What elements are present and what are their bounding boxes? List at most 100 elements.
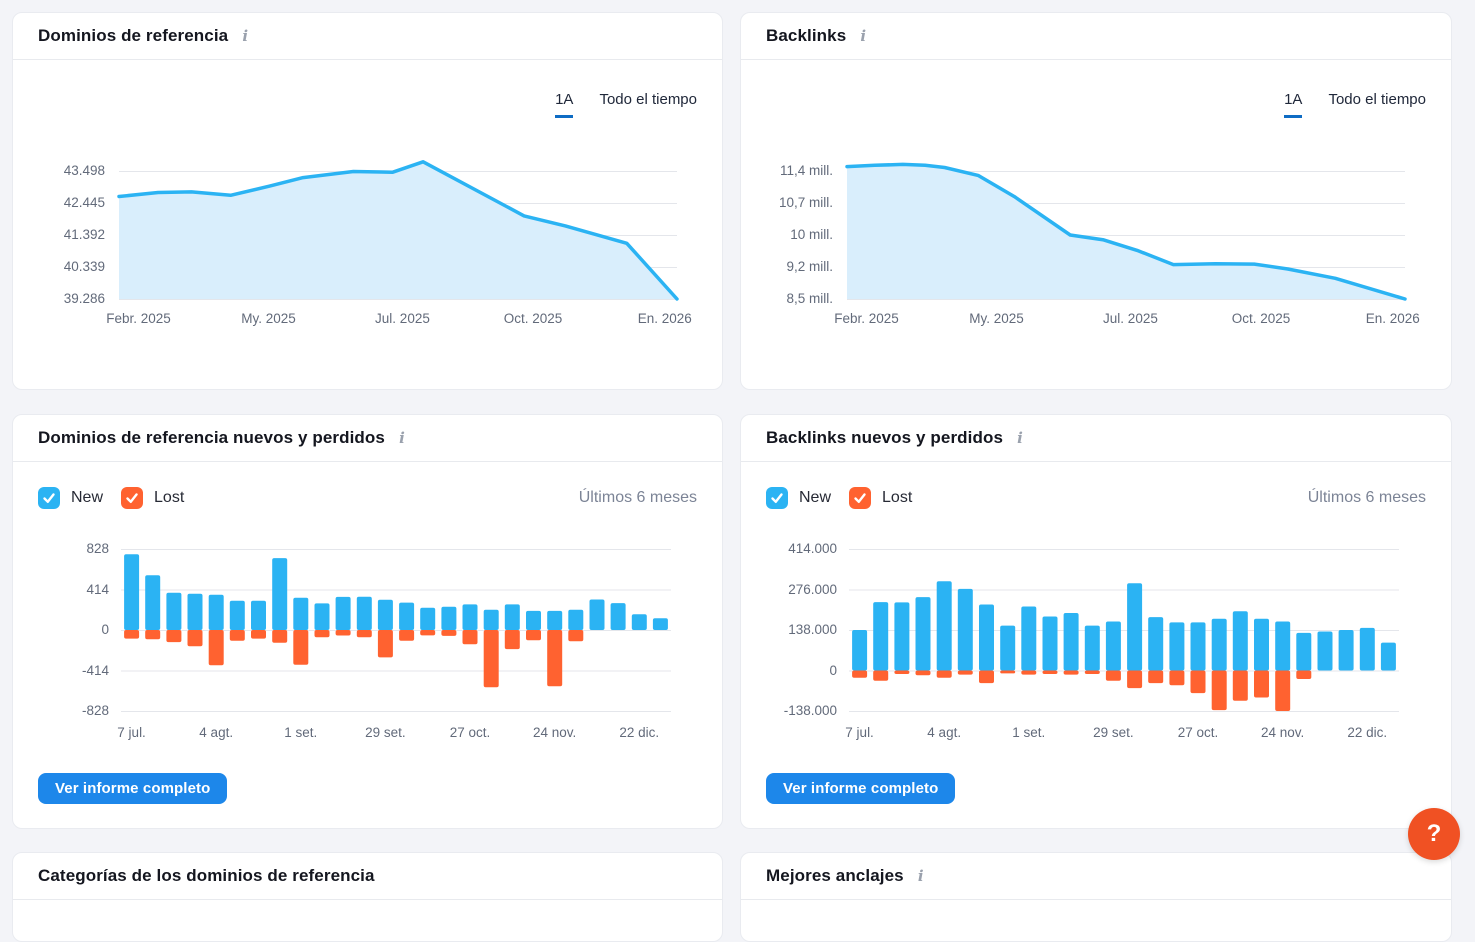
bar-lost: [873, 670, 889, 681]
bar-lost: [1084, 670, 1100, 674]
view-full-report-button[interactable]: Ver informe completo: [766, 773, 956, 804]
x-axis-tick: 22 dic.: [619, 725, 660, 740]
checkbox-checked-icon: [849, 487, 872, 509]
legend-lost-label: Lost: [154, 489, 185, 506]
bar-lost: [1190, 670, 1206, 694]
bar-new: [166, 592, 182, 630]
bar-lost: [504, 630, 520, 650]
bar-new: [124, 554, 140, 630]
referring-domains-new-lost-chart: 828 414 0 -414 -828 7 jul. 4 agt. 1 set. 29 set.…: [13, 415, 722, 828]
bar-new: [631, 614, 647, 630]
y-axis-tick: -138.000: [783, 703, 837, 718]
chart-canvas: [117, 160, 679, 301]
bar-lost: [936, 670, 952, 678]
x-axis-tick: En. 2026: [637, 311, 692, 326]
bar-lost: [293, 630, 309, 665]
y-axis-tick: 138.000: [788, 622, 837, 637]
bar-lost: [377, 630, 393, 658]
time-range-tabs: 1A Todo el tiempo: [1284, 91, 1426, 118]
y-axis-tick: 0: [829, 662, 837, 678]
bar-lost: [208, 630, 224, 666]
bar-lost: [272, 630, 288, 643]
bar-lost: [356, 630, 372, 638]
bar-lost: [568, 630, 584, 642]
bar-new: [377, 599, 393, 630]
legend-new-label: New: [799, 489, 832, 506]
tab-one-year[interactable]: 1A: [1284, 91, 1303, 118]
bar-new: [852, 630, 868, 671]
x-axis-tick: 4 agt.: [199, 725, 234, 740]
chart-canvas: [845, 162, 1407, 301]
bar-lost: [166, 630, 182, 643]
y-axis-tick: 10 mill.: [790, 227, 833, 242]
checkbox-checked-icon: [121, 487, 144, 509]
y-axis-tick: 43.498: [63, 163, 105, 178]
x-axis-tick: My. 2025: [241, 311, 296, 326]
bar-lost: [1021, 670, 1037, 675]
bar-new: [335, 596, 351, 630]
help-button[interactable]: ?: [1408, 808, 1460, 860]
bar-lost: [1232, 670, 1248, 701]
bar-new: [568, 609, 584, 630]
bar-new: [1169, 622, 1185, 671]
bar-lost: [420, 630, 436, 636]
legend-new-toggle[interactable]: New: [38, 487, 103, 509]
card-header: Dominios de referencia nuevos y perdidos: [13, 415, 722, 462]
card-header: Backlinks nuevos y perdidos: [741, 415, 1451, 462]
bar-lost: [251, 630, 266, 639]
tab-all-time[interactable]: Todo el tiempo: [1328, 91, 1426, 108]
backlink-analytics-dashboard: { "colors": { "line_blue": "#2bb3f3", "a…: [0, 0, 1475, 884]
x-axis-tick: 7 jul.: [845, 725, 874, 740]
bar-lost: [1148, 670, 1164, 684]
bar-new: [1000, 625, 1016, 671]
bar-lost: [145, 630, 161, 640]
y-axis-tick: 0: [101, 622, 109, 637]
x-axis-tick: En. 2026: [1365, 311, 1420, 326]
date-range-label: Últimos 6 meses: [578, 489, 697, 506]
y-axis-tick: 8,5 mill.: [786, 291, 833, 306]
bar-new: [610, 603, 626, 630]
x-axis-tick: 24 nov.: [1260, 725, 1305, 740]
bar-new: [1338, 630, 1354, 671]
legend-lost-toggle[interactable]: Lost: [849, 487, 912, 509]
bar-new: [251, 600, 266, 630]
bar-lost: [124, 630, 140, 639]
x-axis-tick: 29 set.: [1093, 725, 1134, 740]
y-axis-tick: 414: [86, 581, 109, 597]
bar-new: [894, 602, 910, 671]
info-icon[interactable]: [914, 869, 928, 884]
bar-new: [873, 602, 889, 671]
legend-lost-toggle[interactable]: Lost: [121, 487, 184, 509]
card-title: Backlinks: [766, 26, 847, 45]
x-axis-tick: 22 dic.: [1347, 725, 1388, 740]
x-axis-tick: 29 set.: [365, 725, 406, 740]
view-full-report-button[interactable]: Ver informe completo: [38, 773, 228, 804]
y-axis-tick: 276.000: [788, 581, 837, 597]
bar-lost: [441, 630, 457, 636]
bar-new: [462, 604, 478, 630]
y-axis-tick: 41.392: [63, 227, 105, 242]
bar-new: [504, 604, 520, 630]
card-title: Dominios de referencia nuevos y perdidos: [38, 428, 385, 447]
tab-all-time[interactable]: Todo el tiempo: [599, 91, 697, 108]
bar-new: [526, 610, 541, 630]
bar-lost: [894, 670, 910, 674]
top-anchors-card: Mejores anclajes: [740, 852, 1452, 942]
backlinks-chart: 11,4 mill. 10,7 mill. 10 mill. 9,2 mill. 8,5…: [741, 13, 1451, 389]
bar-lost: [1211, 670, 1227, 711]
bar-new: [652, 618, 668, 630]
x-axis-tick: Jul. 2025: [375, 311, 430, 326]
referring-domains-card: Dominios de referencia 1A Todo el tiempo…: [12, 12, 723, 390]
bar-lost: [335, 630, 351, 636]
x-axis-tick: 27 oct.: [1177, 725, 1219, 740]
legend-lost-label: Lost: [882, 489, 913, 506]
bar-lost: [1042, 670, 1058, 674]
tab-one-year[interactable]: 1A: [555, 91, 574, 118]
x-axis-tick: Febr. 2025: [106, 311, 171, 326]
bar-new: [1359, 627, 1375, 671]
bar-lost: [1254, 670, 1269, 698]
bar-new: [483, 609, 499, 630]
x-axis-tick: 1 set.: [1012, 725, 1046, 740]
legend-new-toggle[interactable]: New: [766, 487, 831, 509]
bar-new: [1063, 613, 1079, 671]
